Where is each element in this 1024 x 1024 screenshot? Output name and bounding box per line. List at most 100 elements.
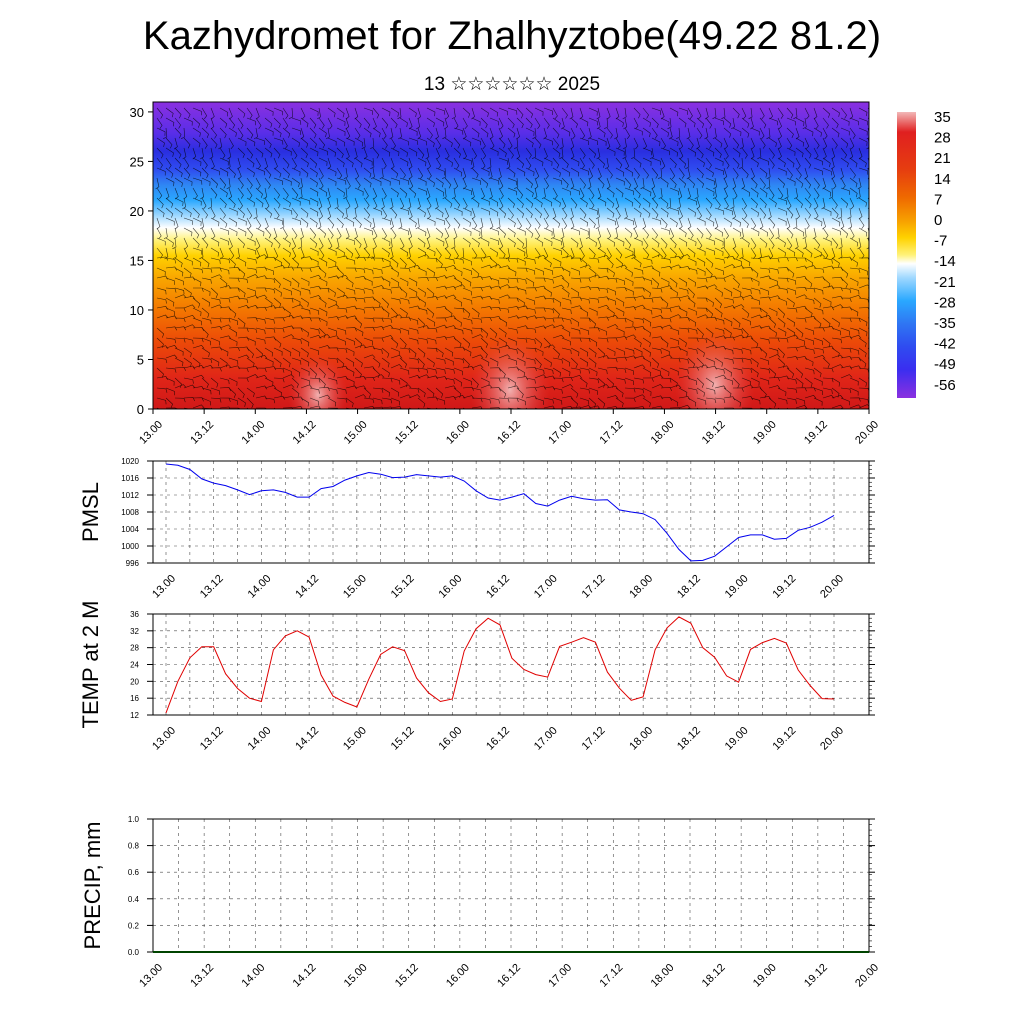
wind-barb [408, 277, 418, 287]
wind-barb [649, 147, 654, 160]
wind-barb [507, 366, 520, 371]
wind-barb [570, 296, 583, 301]
wind-barb [444, 385, 457, 390]
wind-barb [444, 197, 453, 208]
wind-barb [705, 344, 718, 349]
wind-barb [471, 387, 482, 394]
wind-barb [840, 277, 848, 289]
wind-barb [489, 387, 501, 392]
wind-barb [642, 287, 651, 297]
wind-barb [489, 147, 499, 156]
wind-barb [370, 247, 375, 260]
x-tick-label: 15.12 [389, 725, 417, 753]
x-tick-label: 18.00 [649, 419, 677, 447]
wind-barb [426, 307, 435, 318]
wind-barb [669, 357, 681, 363]
wind-barb [246, 387, 255, 398]
wind-barb [183, 357, 192, 368]
wind-barb [813, 347, 824, 354]
wind-barb [822, 387, 833, 394]
wind-barb [228, 207, 238, 216]
wind-barb [561, 367, 571, 377]
wind-barb [687, 217, 692, 230]
wind-barb [192, 187, 198, 200]
wind-barb [633, 317, 645, 324]
wind-barb [237, 367, 249, 373]
wind-barb [786, 197, 792, 210]
wind-barb [237, 167, 242, 180]
wind-barb [579, 327, 590, 335]
wind-barb [165, 277, 175, 285]
wind-barb [531, 147, 537, 159]
wind-barb [786, 207, 794, 219]
wind-barb [534, 267, 544, 276]
wind-barb [732, 317, 741, 328]
wind-barb [723, 137, 728, 150]
x-tick-label: 16.00 [436, 573, 464, 601]
wind-barb [435, 137, 442, 149]
wind-barb [750, 147, 755, 160]
wind-barb [372, 147, 380, 159]
wind-barb [750, 257, 762, 263]
wind-barb [768, 267, 779, 274]
wind-barb [210, 274, 223, 279]
wind-barb [570, 127, 576, 140]
wind-barb [750, 297, 760, 305]
wind-barb [264, 385, 277, 389]
wind-barb [588, 387, 598, 395]
wind-barb [768, 217, 776, 229]
wind-barb [696, 285, 709, 290]
wind-barb [606, 257, 614, 269]
wind-barb [678, 404, 691, 409]
grid [153, 613, 869, 716]
wind-barb [399, 384, 412, 389]
wind-barb [516, 397, 526, 406]
wind-barb [228, 257, 236, 269]
wind-barb [417, 177, 427, 186]
wind-barb [498, 137, 506, 149]
wind-barb [291, 287, 301, 296]
wind-barb [534, 285, 547, 290]
wind-barb [462, 147, 467, 160]
wind-barb [741, 197, 747, 210]
wind-barb [354, 217, 362, 229]
wind-barb [543, 107, 553, 116]
wind-barb [480, 247, 487, 259]
wind-barb [588, 187, 595, 199]
colorbar-label: -35 [934, 315, 956, 332]
wind-barb [255, 294, 268, 299]
wind-barb [606, 287, 616, 296]
wind-barb [561, 287, 570, 298]
wind-barb [180, 127, 186, 139]
wind-barb [669, 227, 675, 240]
wind-barb [444, 275, 457, 279]
wind-barb [480, 127, 489, 138]
wind-barb [498, 107, 508, 116]
wind-barb [201, 327, 209, 339]
wind-barb [757, 247, 762, 260]
wind-barb [165, 307, 175, 316]
wind-barb [453, 147, 461, 158]
wind-barb [498, 367, 506, 379]
wind-barb [300, 297, 309, 307]
wind-barb [786, 247, 796, 257]
wind-barb [282, 347, 292, 357]
wind-barb [651, 167, 659, 179]
wind-barb [471, 307, 480, 318]
wind-barb [352, 207, 357, 220]
wind-barb [255, 367, 267, 373]
wind-barb [489, 264, 502, 269]
wind-barb [633, 127, 643, 136]
wind-barb [318, 197, 323, 210]
wind-barb [426, 227, 431, 240]
wind-barb [318, 257, 328, 267]
wind-barb [156, 227, 162, 240]
wind-barb [462, 177, 467, 190]
wind-barb [633, 276, 646, 281]
wind-barb [174, 326, 187, 331]
wind-barb [480, 276, 493, 281]
wind-barb [336, 147, 344, 159]
wind-barb [363, 237, 368, 250]
wind-barb [624, 237, 632, 249]
wind-barb [219, 317, 231, 323]
